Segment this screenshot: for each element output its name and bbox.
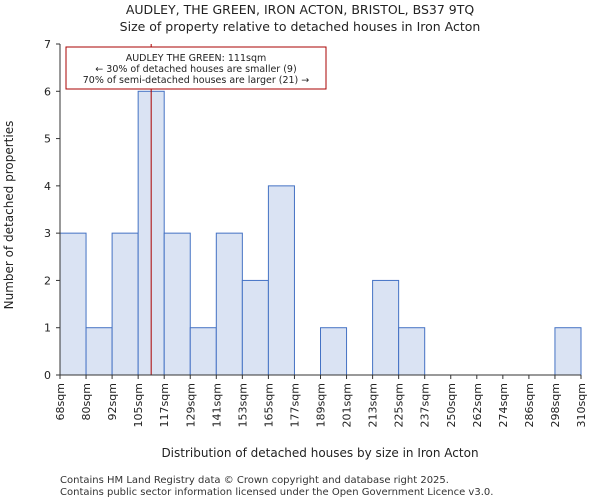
x-tick-label-105sqm: 105sqm [132, 383, 145, 427]
y-tick-label-7: 7 [44, 38, 51, 51]
footer-line-1: Contains HM Land Registry data © Crown c… [60, 475, 449, 486]
x-tick-label-177sqm: 177sqm [288, 383, 301, 427]
y-tick-label-1: 1 [44, 322, 51, 335]
bar-80sqm [85, 327, 113, 376]
chart-title: AUDLEY, THE GREEN, IRON ACTON, BRISTOL, … [126, 2, 475, 17]
annotation-box [65, 46, 327, 90]
bar-117sqm [163, 232, 191, 376]
bar-165sqm [267, 185, 295, 376]
x-tick-label-201sqm: 201sqm [341, 383, 354, 427]
bar-189sqm [320, 327, 348, 376]
x-tick-label-262sqm: 262sqm [471, 383, 484, 427]
y-tick-label-2: 2 [44, 274, 51, 287]
y-tick-label-0: 0 [44, 369, 51, 382]
y-tick-label-5: 5 [44, 133, 51, 146]
x-tick-label-213sqm: 213sqm [367, 383, 380, 427]
x-tick-label-250sqm: 250sqm [445, 383, 458, 427]
annotation-line-1: AUDLEY THE GREEN: 111sqm [126, 53, 267, 64]
y-ticks-group: 0 1 2 3 4 5 6 7 [44, 38, 60, 382]
x-tick-label-189sqm: 189sqm [315, 383, 328, 427]
x-tick-label-68sqm: 68sqm [54, 383, 67, 420]
x-tick-label-298sqm: 298sqm [549, 383, 562, 427]
annotation-line-3: 70% of semi-detached houses are larger (… [83, 75, 310, 86]
x-tick-label-310sqm: 310sqm [575, 383, 588, 427]
bar-92sqm [111, 232, 139, 376]
chart-subtitle: Size of property relative to detached ho… [120, 19, 481, 34]
x-tick-label-225sqm: 225sqm [393, 383, 406, 427]
bar-129sqm [189, 327, 217, 376]
footer-line-2: Contains public sector information licen… [60, 487, 493, 498]
x-tick-label-80sqm: 80sqm [80, 383, 93, 420]
bar-141sqm [215, 232, 243, 376]
y-tick-label-6: 6 [44, 85, 51, 98]
x-tick-label-286sqm: 286sqm [523, 383, 536, 427]
x-tick-label-237sqm: 237sqm [419, 383, 432, 427]
bar-68sqm [59, 232, 87, 376]
x-ticks-group: 68sqm 80sqm 92sqm 105sqm 117sqm 129sqm 141sqm 1… [54, 375, 588, 427]
x-tick-label-129sqm: 129sqm [184, 383, 197, 427]
x-tick-label-141sqm: 141sqm [210, 383, 223, 427]
y-axis-label: Number of detached properties [2, 121, 16, 310]
bar-213sqm [372, 279, 400, 376]
bars-group [59, 90, 582, 376]
x-tick-label-117sqm: 117sqm [158, 383, 171, 427]
bar-153sqm [241, 279, 269, 376]
y-tick-label-3: 3 [44, 227, 51, 240]
bar-225sqm [398, 327, 426, 376]
x-tick-label-165sqm: 165sqm [262, 383, 275, 427]
x-tick-label-274sqm: 274sqm [497, 383, 510, 427]
x-tick-label-92sqm: 92sqm [106, 383, 119, 420]
bar-298sqm [554, 327, 582, 376]
x-axis-label: Distribution of detached houses by size … [161, 446, 478, 460]
y-tick-label-4: 4 [44, 180, 51, 193]
annotation-line-2: ← 30% of detached houses are smaller (9) [95, 64, 296, 75]
x-tick-label-153sqm: 153sqm [236, 383, 249, 427]
